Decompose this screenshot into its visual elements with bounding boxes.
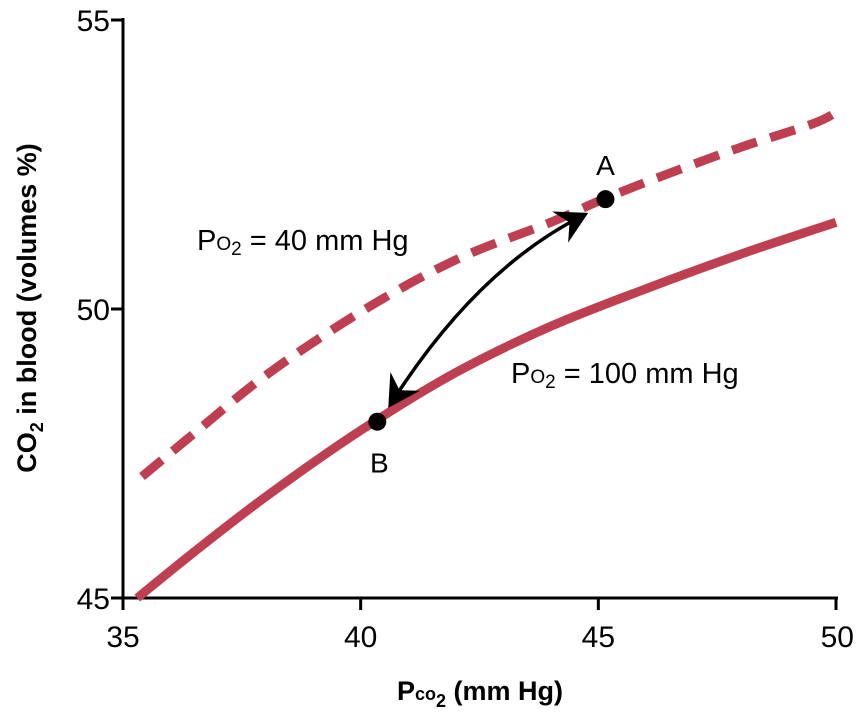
series-line-po2-100 <box>134 218 838 602</box>
x-tick-label-50: 50 <box>821 621 854 654</box>
points-layer: AB <box>368 150 615 479</box>
y-axis-title-main: CO <box>12 432 42 473</box>
series-label-40-sub: 2 <box>231 239 242 260</box>
series-label-100-p: P <box>511 358 530 390</box>
y-tick-label-45: 45 <box>77 583 110 616</box>
x-axis-title-sub1: co <box>415 684 436 704</box>
x-axis-title-main: P <box>397 676 415 706</box>
transition-arrow <box>388 211 589 408</box>
x-tick-label-40: 40 <box>344 621 377 654</box>
ticks: 35 40 45 50 45 50 55 <box>77 5 854 654</box>
point-a <box>596 190 615 209</box>
x-axis-title: Pco2 (mm Hg) <box>397 676 563 711</box>
y-axis-title-sub: 2 <box>27 422 47 432</box>
x-tick-label-35: 35 <box>106 621 139 654</box>
x-axis-title-sub2: 2 <box>436 691 446 711</box>
y-tick-label-55: 55 <box>77 5 110 38</box>
y-axis-title: CO2 in blood (volumes %) <box>12 143 47 473</box>
series-layer <box>134 108 839 602</box>
x-axis-title-unit: (mm Hg) <box>446 676 563 706</box>
series-label-40-o: O <box>216 234 231 255</box>
point-label-b: B <box>370 448 389 479</box>
series-label-100-o: O <box>530 367 545 388</box>
y-axis-title-rest: in blood (volumes %) <box>12 143 42 422</box>
x-tick-label-45: 45 <box>582 621 615 654</box>
series-label-40-rest: = 40 mm Hg <box>242 225 409 257</box>
series-label-100-rest: = 100 mm Hg <box>556 358 739 390</box>
series-label-40: PO2 = 40 mm Hg <box>197 225 409 260</box>
series-label-100-sub: 2 <box>545 372 556 393</box>
series-label-40-p: P <box>197 225 216 257</box>
point-b <box>368 412 387 431</box>
y-tick-label-50: 50 <box>77 294 110 327</box>
series-line-po2-40 <box>139 108 839 481</box>
point-label-a: A <box>596 150 615 181</box>
axes: 35 40 45 50 45 50 55 <box>77 5 854 654</box>
series-label-100: PO2 = 100 mm Hg <box>511 358 739 393</box>
